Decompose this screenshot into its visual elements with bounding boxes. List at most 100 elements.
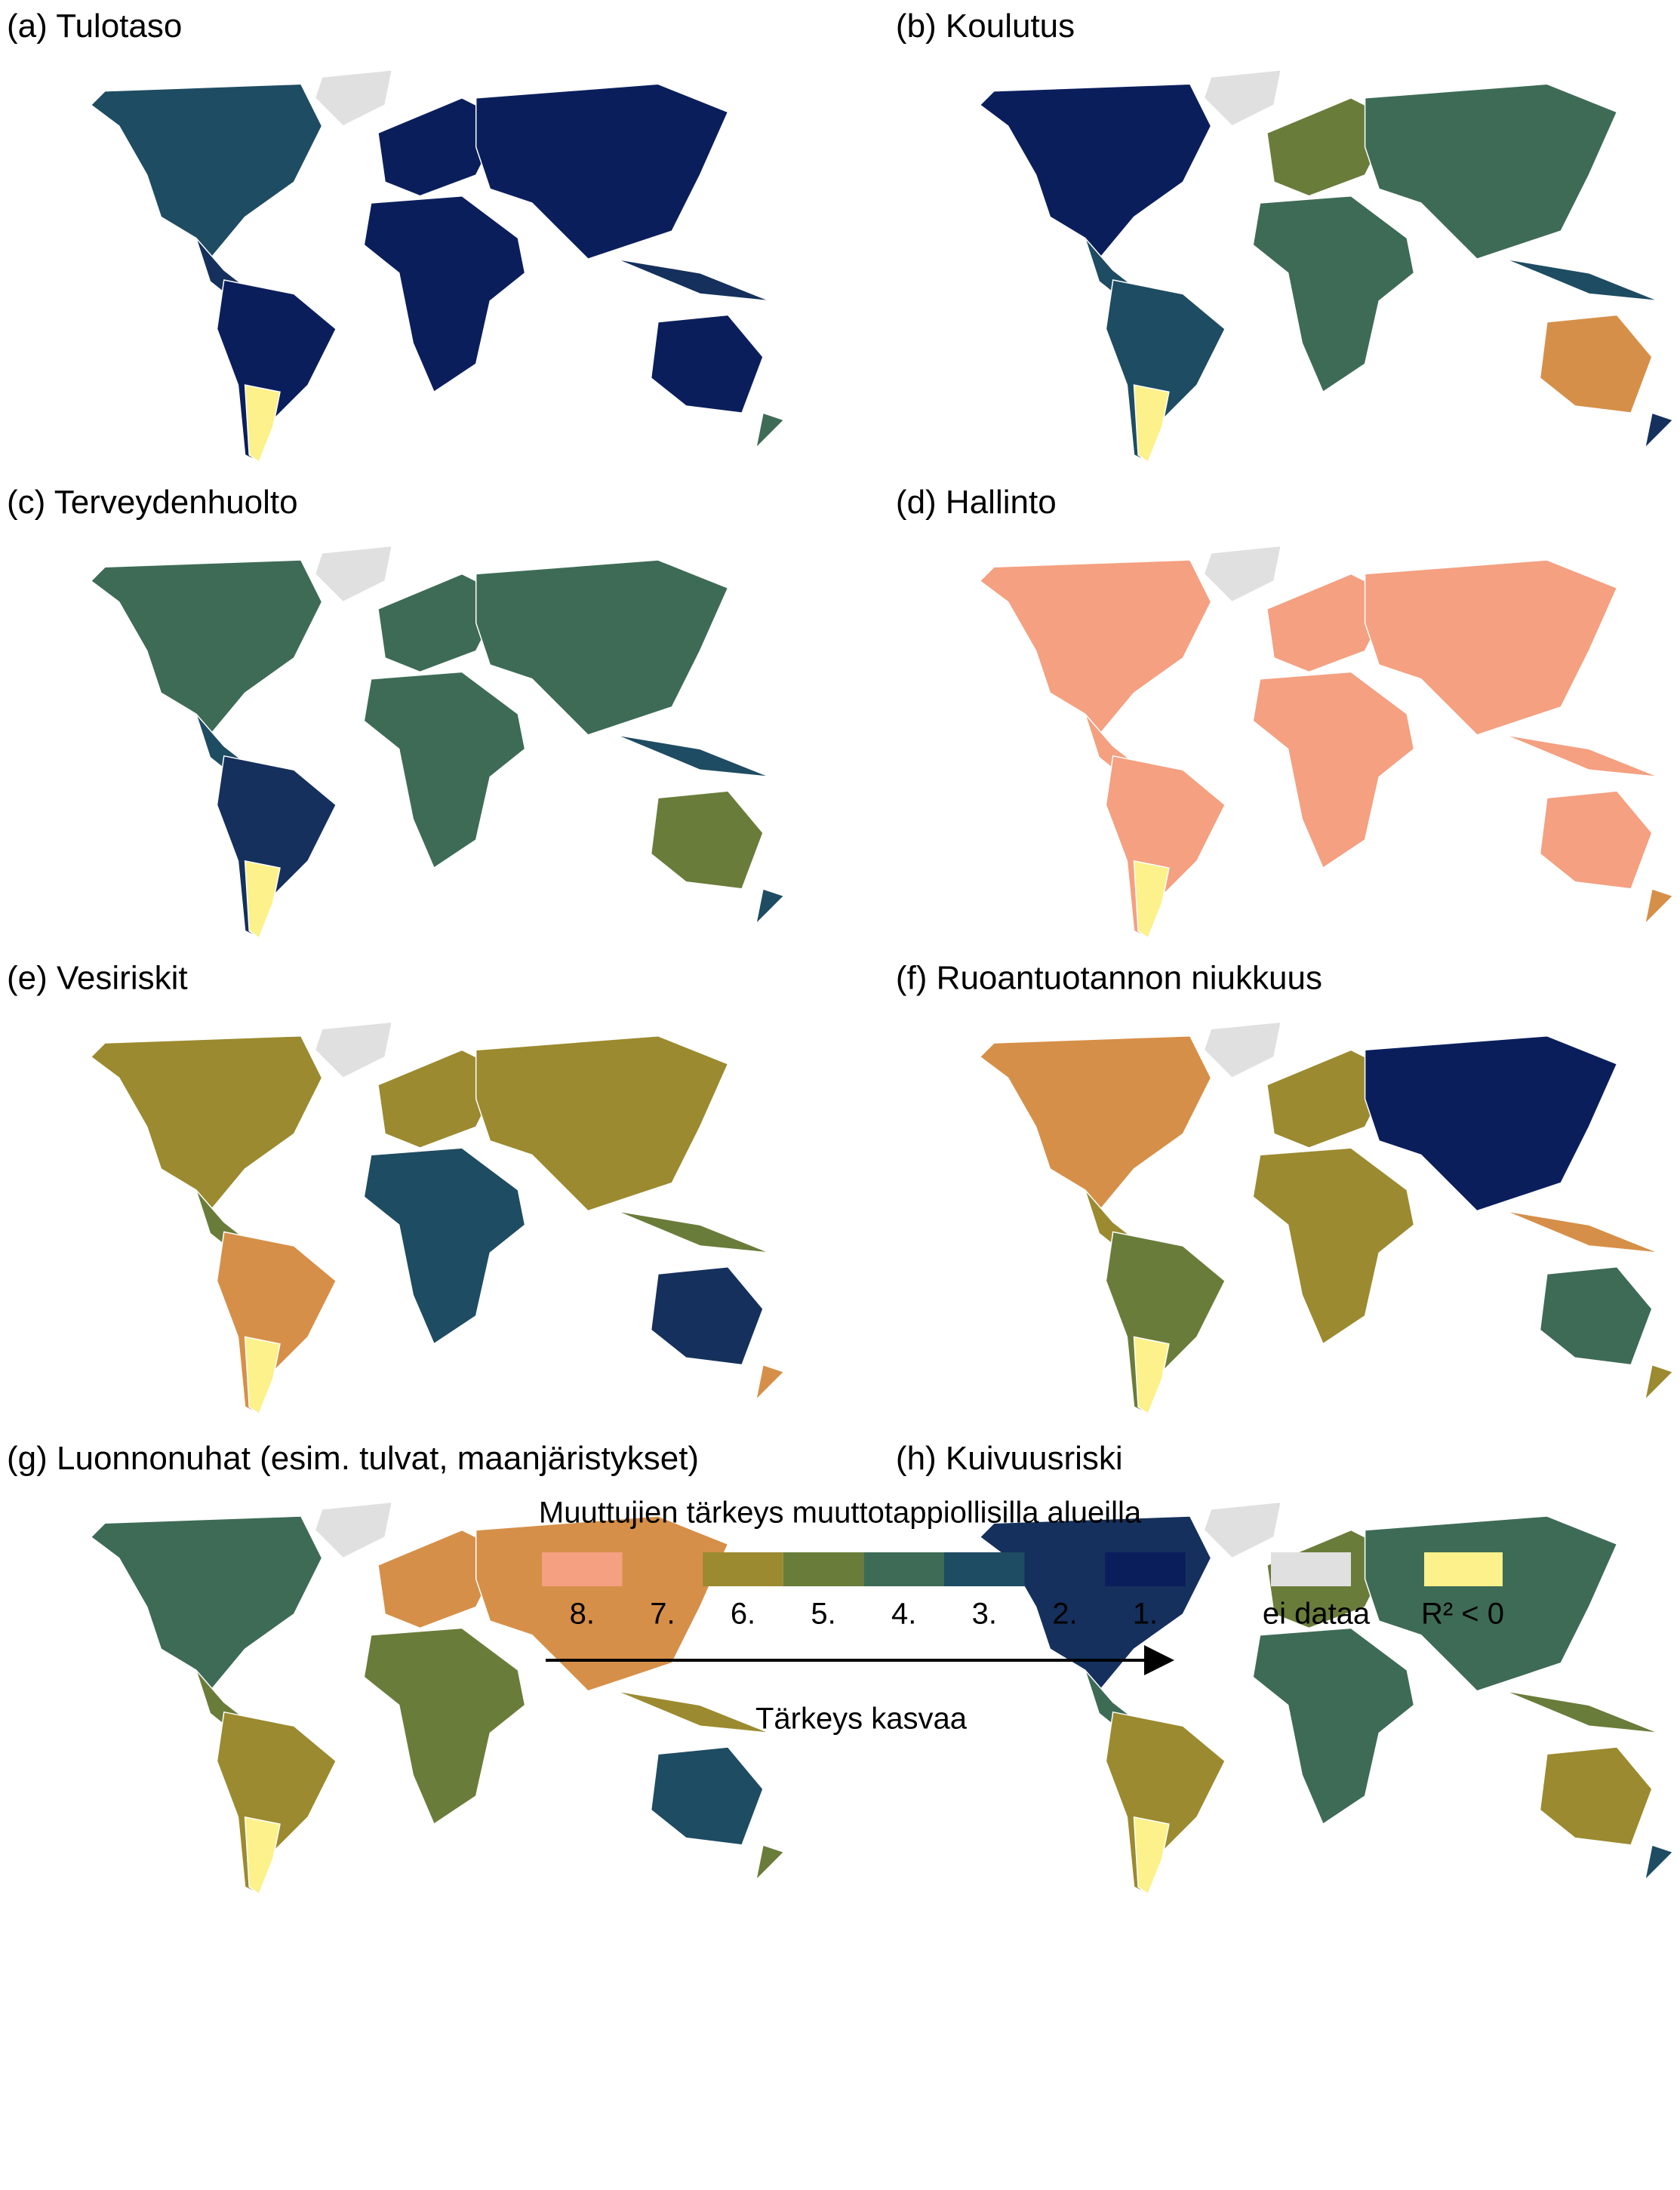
landmass (1539, 314, 1653, 414)
landmass (1644, 887, 1675, 926)
landmass (1252, 671, 1415, 869)
landmass (475, 1515, 729, 1692)
landmass (1133, 860, 1170, 939)
landmass (314, 1021, 393, 1079)
legend-title: Muuttujien tärkeys muuttotappiollisilla … (539, 1496, 1142, 1530)
landmass (755, 412, 786, 450)
landmass (650, 1266, 764, 1366)
landmass (650, 1746, 764, 1846)
negative-label: R² < 0 (1421, 1598, 1504, 1631)
landmass (1539, 1266, 1653, 1366)
landmass (363, 671, 526, 869)
landmass (615, 1690, 771, 1734)
legend-label: 3. (972, 1598, 997, 1631)
legend-label: 8. (570, 1598, 595, 1631)
landmass (755, 1364, 786, 1402)
landmass (1105, 279, 1226, 463)
landmass (90, 83, 323, 260)
legend-label: 5. (811, 1598, 835, 1631)
landmass (1266, 97, 1394, 197)
map-panel: (a) Tulotaso (7, 8, 786, 463)
arrow-label: Tärkeys kasvaa (755, 1702, 968, 1736)
landmass (615, 258, 771, 302)
landmass (244, 1336, 281, 1415)
negative-swatch (1424, 1552, 1503, 1586)
landmass (1133, 1336, 1170, 1415)
panel-title: (b) Koulutus (896, 8, 1075, 45)
landmass (90, 559, 323, 737)
panel-title: (e) Vesiriskit (7, 960, 188, 997)
legend-swatch (783, 1552, 864, 1586)
landmass (1203, 69, 1282, 127)
landmass (1539, 790, 1653, 890)
panel-title: (c) Terveydenhuolto (7, 484, 298, 521)
landmass (1203, 545, 1282, 603)
landmass (650, 790, 764, 890)
landmass (1203, 1501, 1282, 1559)
landmass (377, 573, 505, 673)
landmass (475, 1035, 729, 1212)
landmass (979, 1035, 1212, 1212)
panel-title: (d) Hallinto (896, 484, 1057, 521)
legend-label: 4. (891, 1598, 916, 1631)
landmass (650, 314, 764, 414)
legend-label: 7. (650, 1598, 675, 1631)
landmass (615, 734, 771, 778)
landmass (377, 1529, 505, 1629)
landmass (314, 69, 393, 127)
landmass (1504, 1210, 1660, 1253)
landmass (1266, 1049, 1394, 1149)
landmass (979, 559, 1212, 737)
landmass (314, 1501, 393, 1559)
landmass (1539, 1746, 1653, 1846)
panel-title: (h) Kuivuusriski (896, 1440, 1123, 1477)
legend-swatch (542, 1552, 623, 1586)
landmass (1364, 559, 1618, 736)
no-data-label: ei dataa (1263, 1598, 1371, 1631)
landmass (363, 1147, 526, 1345)
legend-swatch (703, 1552, 783, 1586)
landmass (244, 860, 281, 939)
landmass (244, 1816, 281, 1895)
landmass (216, 1231, 337, 1415)
landmass (216, 279, 337, 463)
landmass (979, 1515, 1212, 1693)
landmass (755, 887, 786, 926)
landmass (1504, 258, 1660, 302)
landmass (1644, 1364, 1675, 1402)
legend-label: 1. (1133, 1598, 1158, 1631)
landmass (1105, 755, 1226, 939)
map-panel: (b) Koulutus (896, 8, 1675, 463)
landmass (615, 1210, 771, 1253)
landmass (1364, 83, 1618, 260)
landmass (1504, 734, 1660, 778)
legend-swatch (944, 1552, 1025, 1586)
landmass (475, 83, 729, 260)
landmass (1266, 573, 1394, 673)
landmass (363, 1627, 526, 1826)
landmass (1364, 1035, 1618, 1212)
landmass (1252, 195, 1415, 393)
landmass (1644, 1844, 1675, 1882)
landmass (314, 545, 393, 603)
legend-swatch (1024, 1552, 1106, 1586)
landmass (90, 1035, 323, 1212)
landmass (1133, 384, 1170, 463)
landmass (1252, 1147, 1415, 1345)
landmass (1252, 1627, 1415, 1826)
landmass (244, 384, 281, 463)
landmass (216, 755, 337, 939)
legend-swatch (622, 1552, 703, 1586)
panel-title: (a) Tulotaso (7, 8, 182, 45)
landmass (1644, 412, 1675, 450)
landmass (1504, 1690, 1660, 1734)
landmass (377, 97, 505, 197)
landmass (216, 1711, 337, 1895)
legend-label: 6. (731, 1598, 755, 1631)
map-panel: (c) Terveydenhuolto (7, 484, 786, 939)
map-panel: (f) Ruoantuotannon niukkuus (896, 960, 1675, 1415)
map-panel: (d) Hallinto (896, 484, 1675, 939)
landmass (1203, 1021, 1282, 1079)
landmass (1105, 1711, 1226, 1895)
